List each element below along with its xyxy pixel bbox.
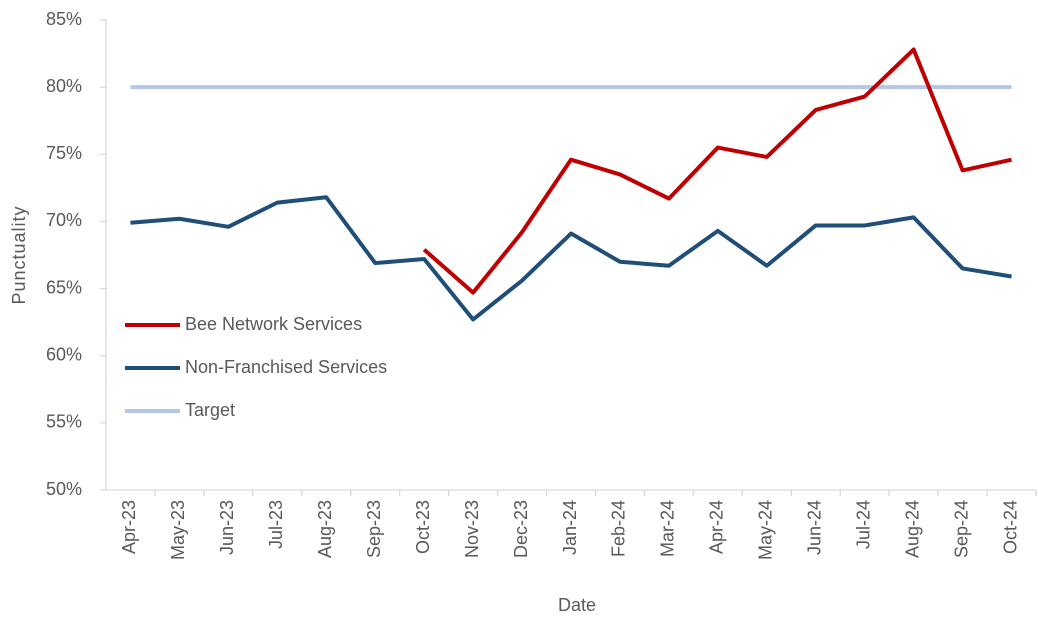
y-axis-title: Punctuality xyxy=(9,205,29,304)
y-tick-label: 65% xyxy=(46,277,82,297)
x-tick-label: Sep-23 xyxy=(364,500,384,558)
x-tick-label: Mar-24 xyxy=(658,500,678,557)
x-tick-label: Apr-24 xyxy=(707,500,727,554)
legend-label: Bee Network Services xyxy=(185,314,362,334)
x-tick-label: Apr-23 xyxy=(119,500,139,554)
x-axis-title: Date xyxy=(558,595,596,615)
x-tick-label: May-23 xyxy=(168,500,188,560)
x-tick-label: Jul-24 xyxy=(853,500,873,549)
x-tick-label: Sep-24 xyxy=(951,500,971,558)
legend-label: Target xyxy=(185,400,235,420)
y-tick-label: 55% xyxy=(46,412,82,432)
x-tick-label: Dec-23 xyxy=(511,500,531,558)
x-tick-label: Feb-24 xyxy=(609,500,629,557)
y-tick-label: 70% xyxy=(46,210,82,230)
y-tick-label: 50% xyxy=(46,479,82,499)
series-line xyxy=(422,47,1012,295)
x-tick-label: May-24 xyxy=(756,500,776,560)
x-tick-label: Aug-24 xyxy=(902,500,922,558)
y-tick-label: 80% xyxy=(46,76,82,96)
legend-label: Non-Franchised Services xyxy=(185,357,387,377)
x-tick-label: Jun-24 xyxy=(804,500,824,555)
y-tick-label: 75% xyxy=(46,143,82,163)
x-tick-label: Jun-23 xyxy=(217,500,237,555)
series-line xyxy=(130,195,1012,322)
y-tick-label: 60% xyxy=(46,344,82,364)
y-tick-label: 85% xyxy=(46,9,82,29)
x-tick-label: Jan-24 xyxy=(560,500,580,555)
x-tick-label: Oct-23 xyxy=(413,500,433,554)
x-tick-label: Aug-23 xyxy=(315,500,335,558)
x-tick-label: Jul-23 xyxy=(266,500,286,549)
x-tick-label: Nov-23 xyxy=(462,500,482,558)
x-tick-label: Oct-24 xyxy=(1000,500,1020,554)
